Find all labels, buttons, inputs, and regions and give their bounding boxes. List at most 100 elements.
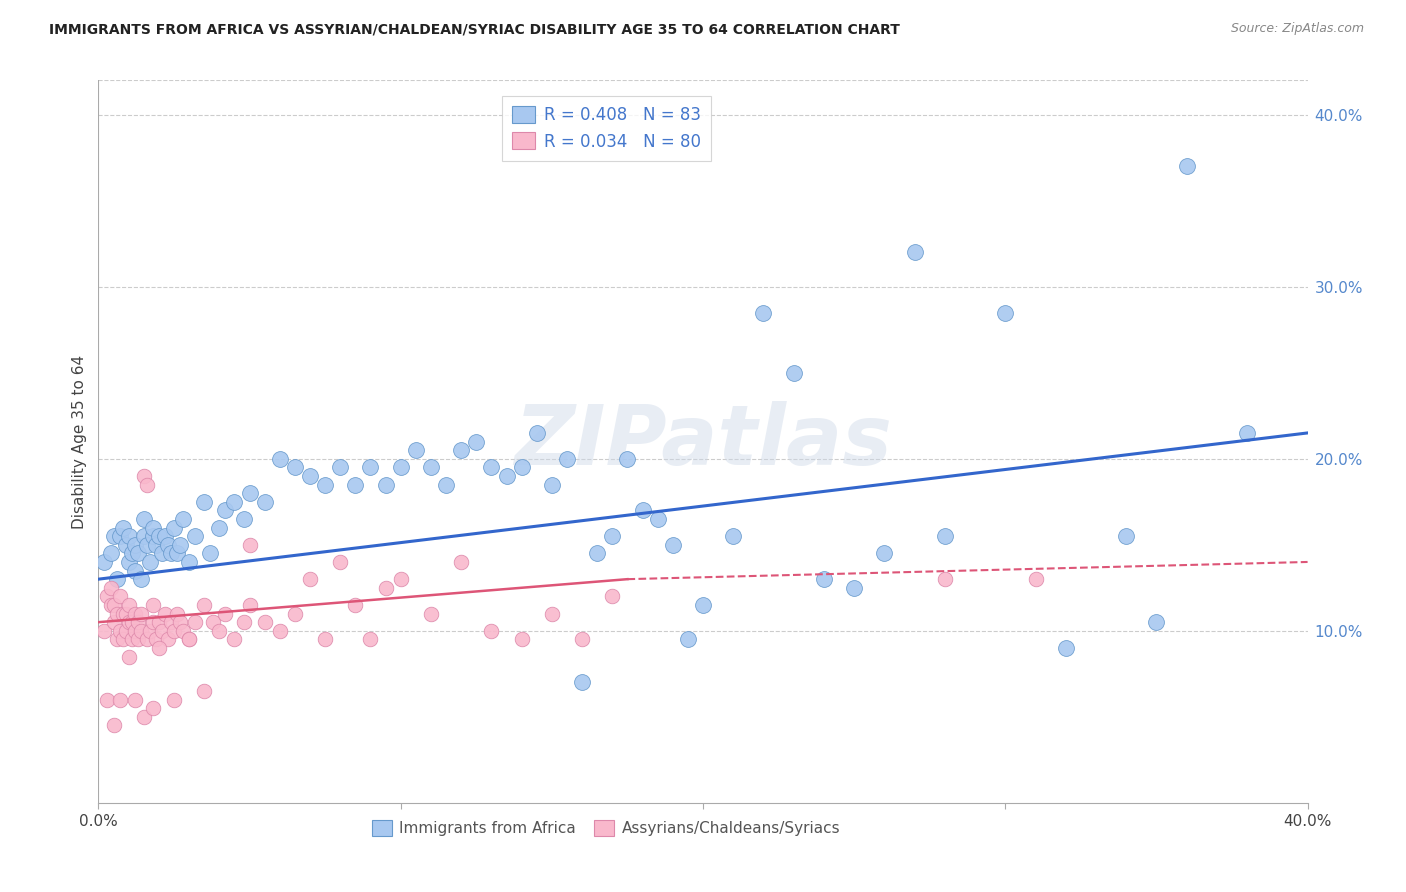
Point [132, 469, 155, 483]
Point [540, 477, 562, 491]
Point [124, 692, 146, 706]
Point [124, 564, 146, 578]
Point [103, 598, 125, 612]
Point [105, 572, 128, 586]
Point [481, 624, 503, 638]
Point [555, 451, 578, 466]
Y-axis label: Disability Age 35 to 64: Disability Age 35 to 64 [72, 354, 87, 529]
Point [127, 546, 149, 560]
Point [129, 572, 152, 586]
Point [420, 607, 443, 621]
Point [1236, 425, 1258, 440]
Point [132, 710, 155, 724]
Point [208, 624, 231, 638]
Point [96, 692, 118, 706]
Point [166, 546, 188, 560]
Point [329, 460, 352, 475]
Point [108, 529, 131, 543]
Point [153, 607, 176, 621]
Point [232, 615, 254, 630]
Point [813, 572, 835, 586]
Point [224, 494, 246, 508]
Point [100, 546, 122, 560]
Text: ZIPatlas: ZIPatlas [515, 401, 891, 482]
Point [214, 607, 236, 621]
Text: IMMIGRANTS FROM AFRICA VS ASSYRIAN/CHALDEAN/SYRIAC DISABILITY AGE 35 TO 64 CORRE: IMMIGRANTS FROM AFRICA VS ASSYRIAN/CHALD… [49, 22, 900, 37]
Point [329, 555, 352, 569]
Point [184, 615, 207, 630]
Point [389, 572, 412, 586]
Point [360, 460, 382, 475]
Point [135, 538, 157, 552]
Point [111, 520, 134, 534]
Point [105, 632, 128, 647]
Point [118, 598, 141, 612]
Point [239, 486, 262, 500]
Point [172, 624, 194, 638]
Point [450, 443, 472, 458]
Point [103, 718, 125, 732]
Point [284, 607, 307, 621]
Point [1115, 529, 1137, 543]
Point [1024, 572, 1046, 586]
Point [844, 581, 866, 595]
Point [232, 512, 254, 526]
Point [114, 538, 136, 552]
Point [676, 632, 699, 647]
Point [450, 555, 472, 569]
Point [139, 624, 162, 638]
Point [160, 615, 183, 630]
Point [105, 607, 128, 621]
Point [214, 503, 236, 517]
Point [142, 701, 165, 715]
Point [647, 512, 669, 526]
Point [127, 615, 149, 630]
Point [108, 692, 131, 706]
Point [132, 529, 155, 543]
Point [299, 572, 322, 586]
Point [156, 632, 179, 647]
Point [631, 503, 654, 517]
Point [179, 555, 201, 569]
Point [148, 615, 170, 630]
Point [100, 581, 122, 595]
Point [127, 632, 149, 647]
Point [284, 460, 307, 475]
Point [481, 460, 503, 475]
Point [994, 305, 1017, 319]
Point [129, 607, 152, 621]
Point [360, 632, 382, 647]
Point [571, 675, 593, 690]
Point [93, 555, 115, 569]
Point [111, 632, 134, 647]
Point [692, 598, 714, 612]
Point [934, 572, 956, 586]
Point [142, 615, 165, 630]
Point [495, 469, 517, 483]
Point [121, 615, 143, 630]
Point [114, 624, 136, 638]
Point [1175, 159, 1198, 173]
Point [1144, 615, 1167, 630]
Point [145, 632, 167, 647]
Point [208, 520, 231, 534]
Point [269, 624, 291, 638]
Point [184, 529, 207, 543]
Point [193, 494, 215, 508]
Point [139, 555, 162, 569]
Point [160, 546, 183, 560]
Point [723, 529, 745, 543]
Point [540, 607, 562, 621]
Point [169, 615, 191, 630]
Point [405, 443, 427, 458]
Point [156, 538, 179, 552]
Text: Source: ZipAtlas.com: Source: ZipAtlas.com [1230, 22, 1364, 36]
Point [142, 529, 165, 543]
Point [269, 451, 291, 466]
Point [202, 615, 225, 630]
Point [873, 546, 896, 560]
Point [783, 366, 806, 380]
Point [374, 477, 396, 491]
Point [602, 529, 624, 543]
Point [124, 607, 146, 621]
